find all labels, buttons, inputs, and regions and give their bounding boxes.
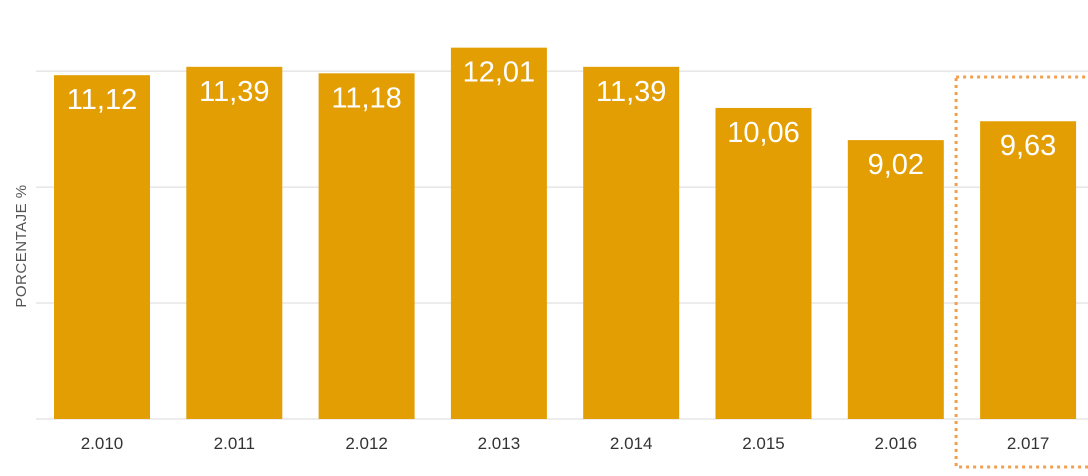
x-tick-2.017: 2.017 — [1007, 434, 1050, 453]
x-tick-2.012: 2.012 — [345, 434, 388, 453]
y-axis-label: PORCENTAJE % — [13, 184, 30, 307]
bar-2.011 — [186, 66, 283, 419]
data-label-2.014: 11,39 — [596, 76, 666, 108]
bar-2.014 — [583, 66, 680, 419]
highlight-box — [954, 75, 1088, 469]
x-tick-layer: 2.010 2.011 2.012 2.013 2.014 2.015 2.016 2.017 — [81, 434, 1050, 453]
bar-layer — [54, 47, 1077, 420]
x-tick-2.011: 2.011 — [214, 434, 255, 453]
data-label-2.012: 11,18 — [331, 82, 401, 114]
data-label-layer: 11,12 11,39 11,18 12,01 11,39 10,06 9,02 9,63 — [67, 57, 1057, 181]
x-tick-2.015: 2.015 — [742, 434, 785, 453]
x-tick-2.014: 2.014 — [610, 434, 653, 453]
bar-2.017 — [980, 121, 1077, 419]
bar-2.015 — [715, 107, 812, 420]
bar-2.013 — [450, 47, 547, 420]
x-tick-2.010: 2.010 — [81, 434, 124, 453]
data-label-2.013: 12,01 — [463, 57, 536, 89]
data-label-2.011: 11,39 — [199, 76, 269, 108]
x-tick-2.013: 2.013 — [478, 434, 521, 453]
bar-2.012 — [318, 73, 415, 420]
data-label-2.015: 10,06 — [727, 117, 800, 149]
data-label-2.017: 9,63 — [1000, 130, 1056, 162]
x-tick-2.016: 2.016 — [875, 434, 918, 453]
data-label-2.010: 11,12 — [67, 84, 137, 116]
data-label-2.016: 9,02 — [868, 149, 924, 181]
bar-2.016 — [847, 140, 944, 419]
bar-2.010 — [54, 75, 150, 419]
